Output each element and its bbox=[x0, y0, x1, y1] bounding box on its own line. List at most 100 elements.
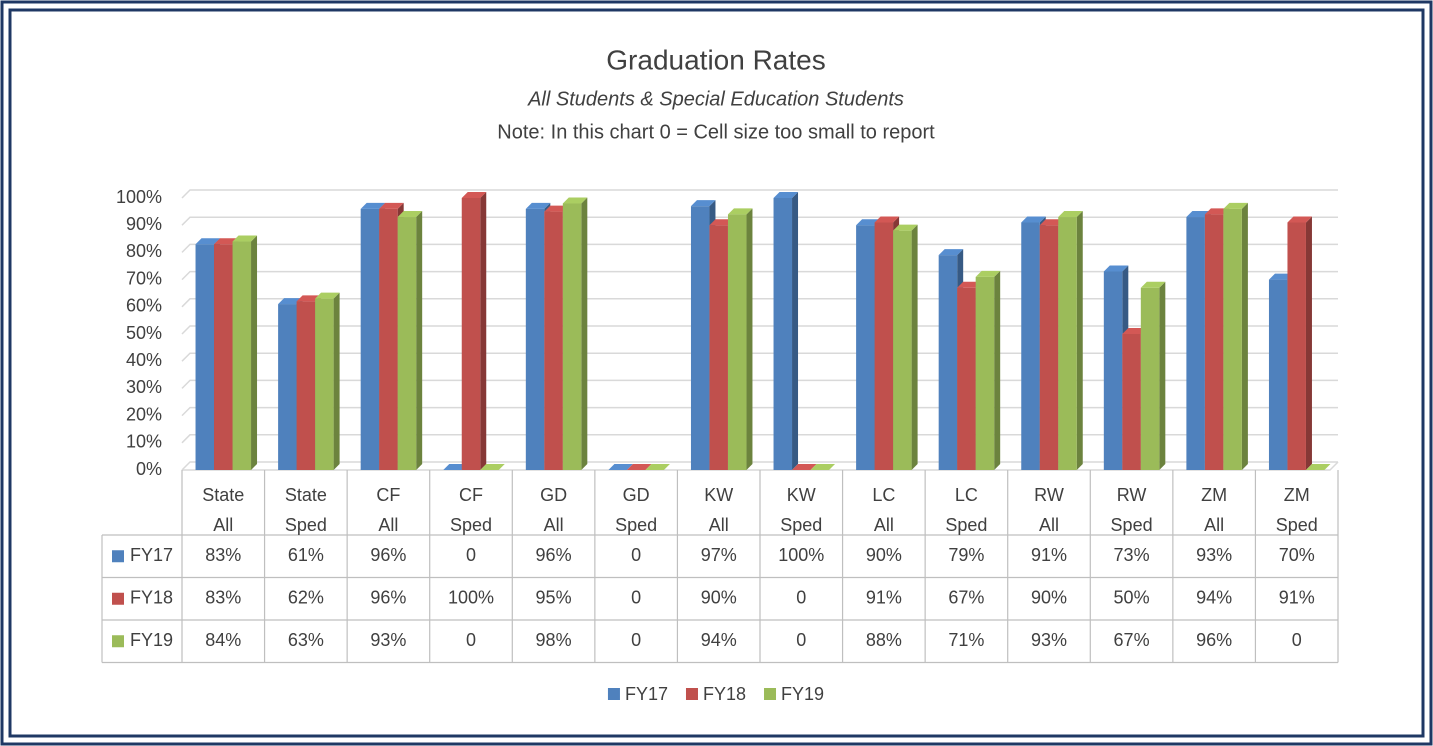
bar-side bbox=[1241, 202, 1248, 470]
bar-top bbox=[1021, 216, 1046, 223]
bar-side bbox=[581, 197, 588, 470]
table-value: 90% bbox=[1031, 588, 1067, 608]
table-value: 95% bbox=[536, 588, 572, 608]
bar-top bbox=[1103, 265, 1129, 272]
x-tick-label: KW All bbox=[704, 485, 733, 535]
bar-front bbox=[727, 214, 747, 470]
bar-front bbox=[214, 244, 233, 470]
bar-top bbox=[480, 464, 505, 470]
table-value: 93% bbox=[1031, 630, 1067, 650]
bar-front bbox=[893, 230, 912, 470]
x-tick-label: ZM All bbox=[1201, 485, 1227, 535]
y-tick-label: 40% bbox=[126, 350, 162, 370]
bar-top bbox=[1305, 464, 1331, 470]
bar-top bbox=[1186, 211, 1211, 218]
bar-front bbox=[1186, 217, 1205, 470]
table-value: 100% bbox=[778, 545, 824, 565]
bar-side bbox=[792, 192, 799, 470]
table-value: 96% bbox=[370, 588, 406, 608]
table-value: 50% bbox=[1114, 588, 1150, 608]
y-tick-label: 30% bbox=[126, 377, 162, 397]
bar-top bbox=[544, 205, 569, 212]
legend-label: FY19 bbox=[781, 684, 824, 704]
bar-front bbox=[1021, 222, 1040, 470]
bar-front bbox=[461, 198, 481, 470]
bar-side bbox=[1076, 211, 1083, 471]
bar-top bbox=[1223, 202, 1248, 209]
table-value: 0 bbox=[631, 588, 641, 608]
bar-top bbox=[792, 464, 817, 470]
grid-line bbox=[181, 243, 1338, 253]
y-tick-label: 0% bbox=[136, 459, 162, 479]
y-tick-label: 10% bbox=[126, 432, 162, 452]
bar bbox=[792, 464, 817, 470]
x-tick-label: LC All bbox=[872, 485, 895, 535]
table-value: 90% bbox=[701, 588, 737, 608]
bar-top bbox=[938, 249, 964, 256]
bar bbox=[1287, 216, 1312, 470]
chart-note: Note: In this chart 0 = Cell size too sm… bbox=[497, 121, 935, 143]
table-value: 83% bbox=[205, 588, 241, 608]
bar-top bbox=[1140, 281, 1166, 288]
bar-side bbox=[746, 208, 753, 470]
table-value: 61% bbox=[288, 545, 324, 565]
bar bbox=[562, 197, 588, 470]
table-value: 71% bbox=[948, 630, 984, 650]
table-value: 90% bbox=[866, 545, 902, 565]
table-legend-key bbox=[112, 592, 124, 605]
y-tick-label: 70% bbox=[126, 268, 162, 288]
bar-side bbox=[911, 224, 918, 470]
bar-front bbox=[1103, 271, 1123, 470]
bar-front bbox=[709, 225, 728, 470]
bar-top bbox=[1268, 273, 1294, 280]
x-tick-label: State Sped bbox=[285, 485, 327, 535]
bar-front bbox=[1223, 208, 1242, 470]
legend-key bbox=[607, 688, 620, 700]
bar-front bbox=[232, 241, 252, 470]
inner-frame bbox=[8, 8, 1425, 738]
legend-key bbox=[764, 688, 777, 700]
bar-front bbox=[315, 298, 334, 470]
bar-top bbox=[957, 281, 982, 288]
bar-top bbox=[461, 192, 487, 198]
bar-front bbox=[690, 206, 710, 470]
bar-front bbox=[1204, 214, 1224, 470]
bar bbox=[315, 292, 340, 470]
y-tick-label: 20% bbox=[126, 404, 162, 424]
bar-top bbox=[645, 464, 670, 470]
x-tick-label: RW Sped bbox=[1111, 485, 1153, 535]
x-tick-label: ZM Sped bbox=[1276, 485, 1318, 535]
bar bbox=[810, 464, 836, 470]
bar bbox=[461, 192, 487, 470]
bar-front bbox=[1140, 287, 1160, 470]
legend-key bbox=[685, 688, 698, 700]
bar-front bbox=[525, 208, 545, 470]
table-value: 0 bbox=[796, 588, 806, 608]
x-tick-label: GD All bbox=[540, 485, 567, 535]
table-value: 91% bbox=[1031, 545, 1067, 565]
bar-front bbox=[379, 208, 398, 470]
bar-top bbox=[1204, 208, 1230, 215]
bar bbox=[626, 464, 652, 470]
bar-top bbox=[856, 219, 881, 226]
bar bbox=[975, 270, 1001, 470]
bar-top bbox=[709, 219, 734, 226]
bar-top bbox=[195, 238, 221, 245]
bar bbox=[893, 224, 918, 470]
bar-front bbox=[975, 276, 995, 470]
table-value: 63% bbox=[288, 630, 324, 650]
table-legend-key bbox=[112, 635, 124, 648]
table-value: 70% bbox=[1279, 545, 1315, 565]
bar-front bbox=[1058, 217, 1077, 470]
bar-top bbox=[1039, 219, 1065, 226]
bar-front bbox=[360, 208, 380, 470]
bar-front bbox=[562, 203, 582, 470]
table-value: 91% bbox=[1279, 588, 1315, 608]
table-value: 0 bbox=[796, 630, 806, 650]
bar-top bbox=[608, 464, 633, 470]
bar-top bbox=[278, 298, 303, 305]
bar-top bbox=[773, 192, 799, 198]
x-tick-label: LC Sped bbox=[945, 485, 987, 535]
table-value: 0 bbox=[631, 545, 641, 565]
